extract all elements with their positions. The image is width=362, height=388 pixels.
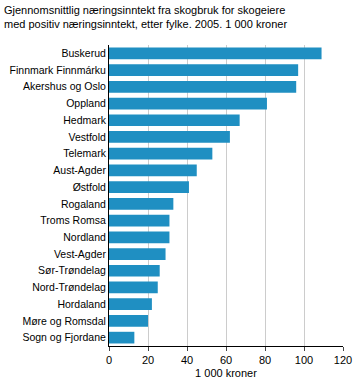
svg-text:Nord-Trøndelag: Nord-Trøndelag [32, 281, 106, 293]
svg-text:Hedmark: Hedmark [63, 114, 106, 126]
svg-text:Telemark: Telemark [63, 147, 106, 159]
svg-text:Gjennomsnittlig næringsinntekt: Gjennomsnittlig næringsinntekt fra skogb… [4, 4, 287, 30]
svg-text:Buskerud: Buskerud [62, 47, 107, 59]
svg-text:Akershus og Oslo: Akershus og Oslo [23, 80, 106, 92]
svg-text:Sør-Trøndelag: Sør-Trøndelag [38, 264, 106, 276]
svg-text:Aust-Agder: Aust-Agder [53, 164, 106, 176]
svg-text:Troms Romsa: Troms Romsa [40, 214, 106, 226]
svg-text:Rogaland: Rogaland [61, 198, 106, 210]
svg-text:100: 100 [295, 354, 313, 366]
svg-text:Nordland: Nordland [63, 231, 106, 243]
svg-text:Sogn og Fjordane: Sogn og Fjordane [22, 331, 106, 343]
svg-text:Hordaland: Hordaland [57, 298, 106, 310]
svg-text:20: 20 [142, 354, 154, 366]
svg-text:40: 40 [181, 354, 193, 366]
svg-text:0: 0 [106, 354, 112, 366]
svg-text:Vest-Agder: Vest-Agder [54, 248, 106, 260]
svg-text:Vestfold: Vestfold [69, 131, 107, 143]
svg-text:Østfold: Østfold [73, 181, 106, 193]
svg-text:60: 60 [220, 354, 232, 366]
svg-text:1 000 kroner: 1 000 kroner [195, 367, 257, 379]
svg-text:80: 80 [259, 354, 271, 366]
svg-text:Finnmark Finnmárku: Finnmark Finnmárku [10, 64, 106, 76]
svg-text:120: 120 [334, 354, 352, 366]
svg-text:Møre og Romsdal: Møre og Romsdal [22, 315, 105, 327]
svg-text:Oppland: Oppland [66, 97, 106, 109]
